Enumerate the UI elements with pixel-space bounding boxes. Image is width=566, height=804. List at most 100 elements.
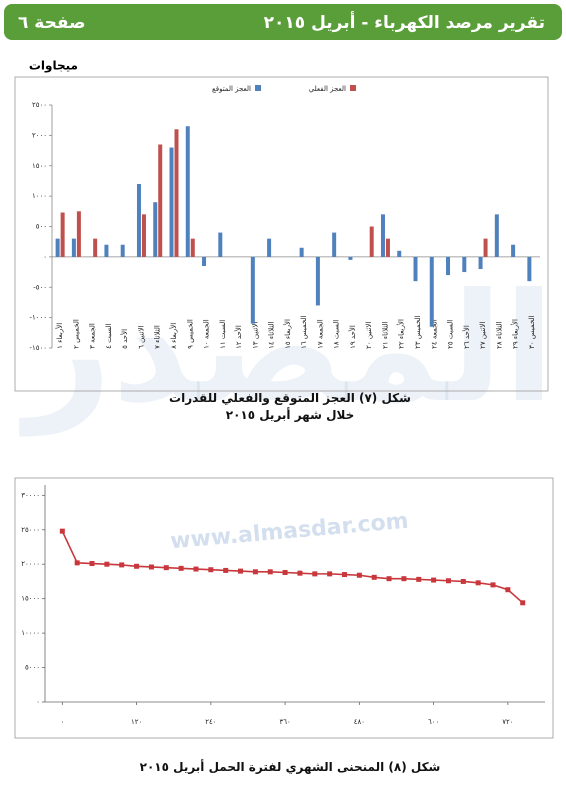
point-marker <box>89 561 95 567</box>
y-tick-label: ١٥٠٠ <box>32 162 47 170</box>
y-tick-label: ٥٠٠٠ <box>25 664 40 672</box>
y-tick-label: ١٥٠٠٠ <box>21 595 40 603</box>
y-tick-label: ٢٥٠٠٠ <box>21 526 40 534</box>
point-marker <box>520 600 526 606</box>
point-marker <box>223 567 229 573</box>
y-axis-label: ميجاوات <box>29 59 78 74</box>
point-marker <box>460 578 466 584</box>
bar <box>483 238 488 257</box>
x-tick-label: الخميس ٢ <box>72 319 80 349</box>
y-tick-label: ٢٠٠٠ <box>32 131 47 139</box>
y-tick-label: ١٠٠٠ <box>32 192 47 200</box>
bar <box>527 256 532 282</box>
point-marker <box>371 574 377 580</box>
figure-caption: شكل (٨) المنحنى الشهري لفترة الحمل أبريل… <box>140 759 441 774</box>
bar <box>332 232 337 257</box>
x-tick-label: ٦٠٠ <box>428 718 439 726</box>
point-marker <box>267 569 273 575</box>
point-marker <box>148 564 154 570</box>
bar <box>76 211 81 257</box>
x-tick-label: ٣٦٠ <box>279 718 290 726</box>
point-marker <box>134 563 140 569</box>
point-marker <box>327 571 333 577</box>
x-tick-label: الأحد ١٩ <box>348 325 357 349</box>
y-tick-label: -١٥٠٠ <box>29 344 47 352</box>
x-tick-label: الخميس ٢٣ <box>414 315 422 348</box>
bar <box>299 247 304 257</box>
x-tick-label: السبت ٤ <box>105 324 113 349</box>
point-marker <box>505 587 511 593</box>
y-tick-label: ٠ <box>43 253 47 261</box>
x-tick-label: الأربعاء ١ <box>55 323 64 349</box>
legend-label: العجز المتوقع <box>212 85 251 93</box>
chart-frame <box>14 477 554 739</box>
point-marker <box>178 565 184 571</box>
bar <box>141 214 146 257</box>
bar <box>446 256 451 276</box>
x-tick-label: الثلاثاء ١٤ <box>268 321 276 349</box>
header-title: تقرير مرصد الكهرباء - أبريل ٢٠١٥ <box>264 11 545 33</box>
x-tick-label: الثلاثاء ٢٨ <box>495 321 503 349</box>
point-marker <box>416 576 422 582</box>
point-marker <box>490 582 496 588</box>
point-marker <box>401 576 407 582</box>
bar <box>202 256 207 266</box>
point-marker <box>282 569 288 575</box>
x-tick-label: الأربعاء ٨ <box>169 323 178 349</box>
y-tick-label: ٢٠٠٠٠ <box>21 560 40 568</box>
x-tick-label: الخميس ٩ <box>186 319 194 349</box>
y-tick-label: -١٠٠٠ <box>29 314 47 322</box>
legend-label: العجز الفعلي <box>309 85 346 93</box>
bar <box>104 244 109 257</box>
bar <box>267 238 272 257</box>
bar <box>120 244 125 257</box>
bar <box>169 147 174 257</box>
point-marker <box>252 569 258 575</box>
chart-frame <box>14 76 549 392</box>
bar <box>369 226 374 257</box>
point-marker <box>74 560 80 566</box>
point-marker <box>163 565 169 571</box>
x-tick-label: السبت ١٨ <box>333 320 341 349</box>
point-marker <box>312 571 318 577</box>
point-marker <box>386 576 392 582</box>
bar <box>380 214 385 257</box>
y-tick-label: ٣٠٠٠٠ <box>21 491 40 499</box>
x-tick-label: الاثنين ٢٧ <box>479 322 487 349</box>
x-tick-label: الجمعة ٣ <box>89 323 97 349</box>
point-marker <box>208 567 214 573</box>
point-marker <box>356 572 362 578</box>
x-tick-label: الاثنين ١٣ <box>251 322 259 349</box>
bar <box>190 238 195 257</box>
header-bar <box>4 4 562 40</box>
watermark-url: www.almasdar.com <box>169 509 409 555</box>
point-marker <box>297 570 303 576</box>
x-tick-label: الجمعة ٢٤ <box>430 319 438 349</box>
bar <box>315 256 320 306</box>
point-marker <box>342 572 348 578</box>
bar <box>397 250 402 257</box>
bar <box>494 214 499 257</box>
x-tick-label: الخميس ٣٠ <box>528 315 536 348</box>
x-tick-label: الجمعة ١٠ <box>203 319 211 349</box>
page-number: صفحة ٦ <box>18 13 86 33</box>
y-tick-label: ٥٠٠ <box>36 223 47 231</box>
x-tick-label: الاثنين ٦ <box>137 325 145 348</box>
x-tick-label: الأحد ٥ <box>120 329 129 349</box>
x-tick-label: الثلاثاء ٧ <box>154 325 162 349</box>
figure-caption: خلال شهر أبريل ٢٠١٥ <box>226 407 355 422</box>
bar <box>71 238 76 257</box>
x-tick-label: السبت ٢٥ <box>447 320 455 349</box>
x-tick-label: الثلاثاء ٢١ <box>381 321 389 349</box>
x-tick-label: الأربعاء ٢٢ <box>397 319 406 349</box>
x-tick-label: ٢٤٠ <box>205 718 216 726</box>
point-marker <box>193 566 199 572</box>
point-marker <box>59 528 65 534</box>
point-marker <box>104 561 110 567</box>
x-tick-label: الخميس ١٦ <box>300 315 308 348</box>
bar <box>174 129 179 257</box>
y-tick-label: ٢٥٠٠ <box>32 101 47 109</box>
point-marker <box>475 580 481 586</box>
x-tick-label: الأربعاء ١٥ <box>283 319 292 349</box>
bar <box>348 256 353 260</box>
